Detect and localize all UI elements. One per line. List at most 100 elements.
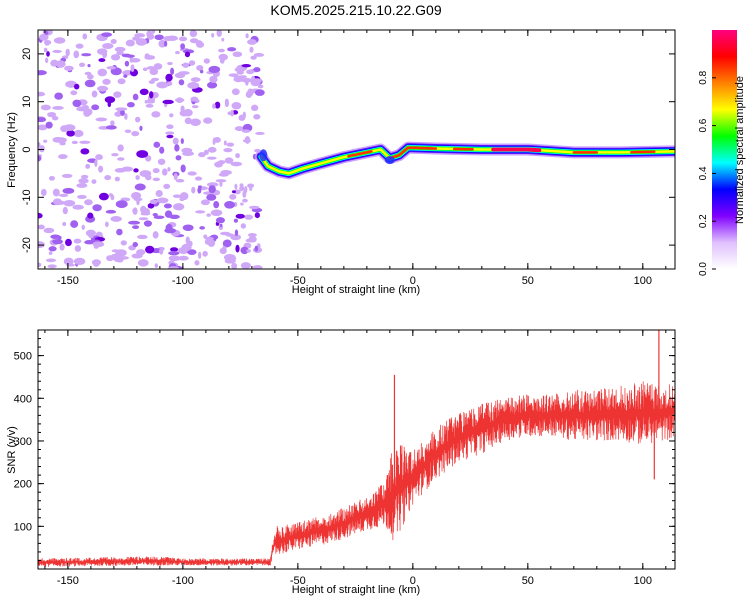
noise-blob bbox=[136, 198, 140, 206]
noise-blob bbox=[140, 205, 147, 214]
noise-blob bbox=[204, 238, 212, 245]
noise-blob bbox=[98, 165, 104, 173]
noise-blob bbox=[234, 126, 245, 132]
noise-blob bbox=[200, 199, 210, 206]
noise-blob bbox=[47, 112, 57, 118]
noise-blob bbox=[63, 257, 74, 266]
noise-blob bbox=[43, 40, 52, 45]
noise-blob bbox=[212, 103, 216, 109]
noise-blob bbox=[154, 34, 164, 41]
noise-blob bbox=[181, 243, 192, 252]
noise-blob bbox=[38, 155, 42, 162]
noise-blob bbox=[214, 101, 221, 109]
spectrogram-x-label: Height of straight line (km) bbox=[292, 284, 420, 296]
noise-blob bbox=[190, 77, 201, 83]
noise-blob bbox=[217, 160, 226, 165]
noise-blob bbox=[78, 178, 89, 184]
noise-blob bbox=[207, 81, 218, 89]
noise-blob bbox=[135, 175, 140, 180]
noise-blob bbox=[234, 229, 239, 237]
colorbar-gradient bbox=[712, 30, 737, 269]
noise-blob bbox=[39, 33, 49, 41]
noise-blob bbox=[84, 79, 96, 88]
noise-blob bbox=[176, 97, 184, 104]
noise-blob bbox=[135, 116, 141, 123]
noise-blob bbox=[104, 221, 109, 228]
noise-blob bbox=[125, 39, 135, 47]
noise-blob bbox=[64, 65, 74, 71]
snr-y-ticks: 100 200 300 400 500 bbox=[14, 338, 675, 561]
noise-blob bbox=[95, 117, 108, 122]
noise-blob bbox=[74, 245, 82, 252]
noise-blob bbox=[113, 91, 122, 98]
noise-blob bbox=[72, 99, 82, 108]
noise-blob bbox=[91, 179, 97, 184]
noise-blob bbox=[166, 134, 174, 139]
noise-blob bbox=[45, 121, 53, 129]
noise-blob bbox=[154, 263, 159, 269]
noise-blob bbox=[131, 130, 140, 137]
noise-blob bbox=[84, 199, 93, 206]
noise-blob bbox=[111, 153, 119, 157]
noise-blob bbox=[117, 256, 130, 260]
noise-blob bbox=[38, 241, 45, 249]
noise-blob bbox=[84, 71, 92, 76]
noise-blob bbox=[187, 81, 200, 89]
noise-blob bbox=[198, 152, 206, 158]
noise-blob bbox=[196, 41, 205, 48]
noise-blob bbox=[230, 161, 243, 167]
noise-blob bbox=[153, 215, 165, 219]
noise-blob bbox=[158, 39, 167, 48]
noise-blob bbox=[241, 129, 251, 133]
noise-blob bbox=[45, 258, 57, 263]
noise-blob bbox=[77, 194, 87, 199]
snr-x-tick-label: 100 bbox=[634, 575, 652, 587]
noise-blob bbox=[209, 75, 218, 83]
noise-blob bbox=[114, 176, 120, 182]
ridge-hot-segment bbox=[347, 150, 373, 158]
noise-blob bbox=[40, 104, 51, 111]
noise-blob bbox=[196, 65, 204, 71]
noise-blob bbox=[110, 216, 122, 222]
noise-blob bbox=[149, 68, 159, 76]
noise-blob bbox=[104, 96, 116, 104]
noise-blob bbox=[149, 199, 158, 205]
snr-x-tick-label: -50 bbox=[290, 575, 306, 587]
noise-blob bbox=[168, 251, 180, 256]
noise-blob bbox=[152, 231, 159, 239]
noise-blob bbox=[120, 240, 127, 246]
snr-series bbox=[38, 330, 675, 567]
noise-blob bbox=[241, 64, 252, 68]
snr-x-tick-label: -100 bbox=[172, 575, 194, 587]
snr-y-tick-label: 500 bbox=[14, 351, 32, 363]
noise-blob bbox=[233, 218, 238, 223]
noise-blob bbox=[87, 212, 94, 219]
noise-blob bbox=[232, 51, 243, 58]
noise-blob bbox=[142, 67, 148, 72]
noise-blob bbox=[172, 194, 182, 198]
noise-blob bbox=[115, 249, 127, 257]
noise-blob bbox=[242, 198, 248, 203]
noise-blob bbox=[143, 220, 152, 227]
noise-blob bbox=[137, 234, 148, 240]
noise-blob bbox=[167, 167, 171, 172]
noise-blob bbox=[156, 81, 169, 89]
noise-blob bbox=[92, 241, 105, 248]
colorbar-tick-label: 0.4 bbox=[698, 166, 709, 180]
noise-blob bbox=[198, 251, 202, 259]
noise-blob bbox=[189, 118, 201, 126]
noise-blob bbox=[224, 100, 229, 108]
noise-blob bbox=[133, 168, 139, 173]
noise-blob bbox=[168, 255, 180, 262]
noise-blob bbox=[87, 74, 94, 80]
noise-blob bbox=[228, 73, 239, 77]
spectrogram-x-tick-label: 50 bbox=[522, 275, 534, 287]
noise-blob bbox=[250, 79, 261, 87]
noise-blob bbox=[182, 151, 195, 157]
noise-blob bbox=[106, 255, 114, 262]
noise-blob bbox=[116, 228, 123, 236]
noise-blob bbox=[137, 259, 149, 267]
noise-blob bbox=[159, 146, 165, 154]
noise-blob bbox=[79, 62, 86, 68]
noise-blob bbox=[252, 265, 263, 269]
